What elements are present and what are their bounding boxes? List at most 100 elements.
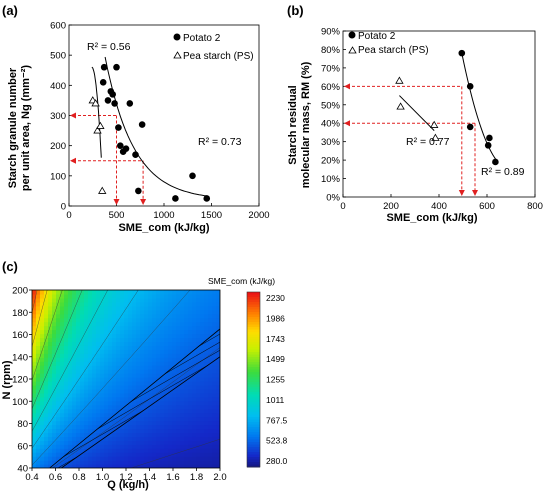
- heatmap-cell: [196, 384, 201, 390]
- heatmap-cell: [96, 373, 101, 378]
- heatmap-cell: [52, 460, 57, 465]
- heatmap-cell: [80, 297, 85, 303]
- heatmap-cell: [32, 329, 37, 335]
- heatmap-cell: [204, 301, 209, 307]
- heatmap-cell: [168, 305, 173, 311]
- heatmap-cell: [48, 337, 53, 343]
- heatmap-cell: [156, 460, 161, 465]
- heatmap-cell: [104, 400, 109, 406]
- heatmap-cell: [76, 333, 81, 339]
- heatmap-cell: [56, 353, 61, 358]
- heatmap-cell: [192, 436, 197, 441]
- heatmap-cell: [212, 365, 217, 370]
- heatmap-cell: [180, 333, 185, 339]
- heatmap-cell: [48, 444, 53, 449]
- panel-b-ref-arrow-left: [344, 83, 350, 90]
- heatmap-cell: [56, 305, 61, 311]
- heatmap-cell: [168, 420, 173, 426]
- heatmap-cell: [72, 349, 77, 354]
- heatmap-cell: [72, 392, 77, 398]
- heatmap-cell: [72, 396, 77, 402]
- heatmap-cell: [168, 448, 173, 453]
- heatmap-cell: [156, 321, 161, 327]
- heatmap-cell: [180, 404, 185, 410]
- colorbar-segment: [247, 454, 260, 458]
- heatmap-cell: [44, 384, 49, 390]
- heatmap-cell: [64, 341, 69, 346]
- heatmap-cell: [40, 369, 45, 374]
- heatmap-cell: [52, 313, 57, 319]
- heatmap-cell: [64, 321, 69, 327]
- heatmap-cell: [84, 464, 89, 468]
- heatmap-cell: [128, 392, 133, 398]
- panel-c-heatmap: [32, 290, 220, 468]
- heatmap-cell: [40, 440, 45, 445]
- heatmap-cell: [52, 349, 57, 354]
- heatmap-cell: [104, 388, 109, 394]
- heatmap-cell: [56, 369, 61, 374]
- heatmap-cell: [120, 464, 125, 468]
- heatmap-cell: [96, 412, 101, 418]
- heatmap-cell: [44, 349, 49, 354]
- heatmap-cell: [64, 432, 69, 437]
- heatmap-cell: [124, 357, 129, 362]
- heatmap-cell: [156, 353, 161, 358]
- heatmap-cell: [136, 337, 141, 343]
- heatmap-cell: [124, 301, 129, 307]
- heatmap-cell: [80, 290, 85, 295]
- heatmap-cell: [112, 329, 117, 335]
- heatmap-cell: [96, 293, 101, 299]
- heatmap-cell: [80, 412, 85, 418]
- heatmap-cell: [168, 317, 173, 323]
- heatmap-cell: [44, 297, 49, 303]
- heatmap-cell: [68, 345, 73, 350]
- heatmap-cell: [204, 392, 209, 398]
- heatmap-cell: [92, 369, 97, 374]
- panel-b-point-pea: [431, 133, 440, 141]
- heatmap-cell: [72, 464, 77, 468]
- heatmap-cell: [176, 293, 181, 299]
- panel-c-ytick-label: 200: [12, 286, 28, 297]
- heatmap-cell: [36, 293, 41, 299]
- heatmap-cell: [184, 309, 189, 315]
- heatmap-cell: [44, 408, 49, 414]
- heatmap-cell: [196, 313, 201, 319]
- heatmap-cell: [64, 293, 69, 299]
- heatmap-cell: [180, 353, 185, 358]
- colorbar-segment: [247, 319, 260, 323]
- heatmap-cell: [192, 290, 197, 295]
- heatmap-cell: [60, 428, 65, 433]
- heatmap-cell: [32, 428, 37, 433]
- heatmap-cell: [76, 305, 81, 311]
- heatmap-cell: [188, 444, 193, 449]
- heatmap-cell: [40, 400, 45, 406]
- heatmap-cell: [88, 384, 93, 390]
- heatmap-cell: [48, 297, 53, 303]
- heatmap-cell: [56, 290, 61, 295]
- heatmap-cell: [48, 412, 53, 418]
- colorbar-segment: [247, 292, 260, 295]
- heatmap-cell: [156, 420, 161, 426]
- heatmap-cell: [88, 305, 93, 311]
- heatmap-cell: [40, 357, 45, 362]
- heatmap-cell: [64, 349, 69, 354]
- heatmap-cell: [60, 369, 65, 374]
- heatmap-cell: [204, 420, 209, 426]
- heatmap-cell: [64, 380, 69, 386]
- heatmap-cell: [40, 377, 45, 382]
- heatmap-cell: [136, 313, 141, 319]
- heatmap-cell: [148, 345, 153, 350]
- colorbar-tick-label: 523.8: [266, 436, 288, 446]
- heatmap-cell: [84, 290, 89, 295]
- heatmap-cell: [52, 321, 57, 327]
- heatmap-cell: [172, 313, 177, 319]
- panel-b-point-potato: [466, 83, 474, 90]
- heatmap-cell: [128, 452, 133, 457]
- heatmap-cell: [204, 313, 209, 319]
- heatmap-cell: [172, 325, 177, 331]
- heatmap-cell: [132, 337, 137, 343]
- heatmap-cell: [164, 297, 169, 303]
- heatmap-cell: [88, 317, 93, 323]
- heatmap-cell: [180, 436, 185, 441]
- heatmap-cell: [84, 396, 89, 402]
